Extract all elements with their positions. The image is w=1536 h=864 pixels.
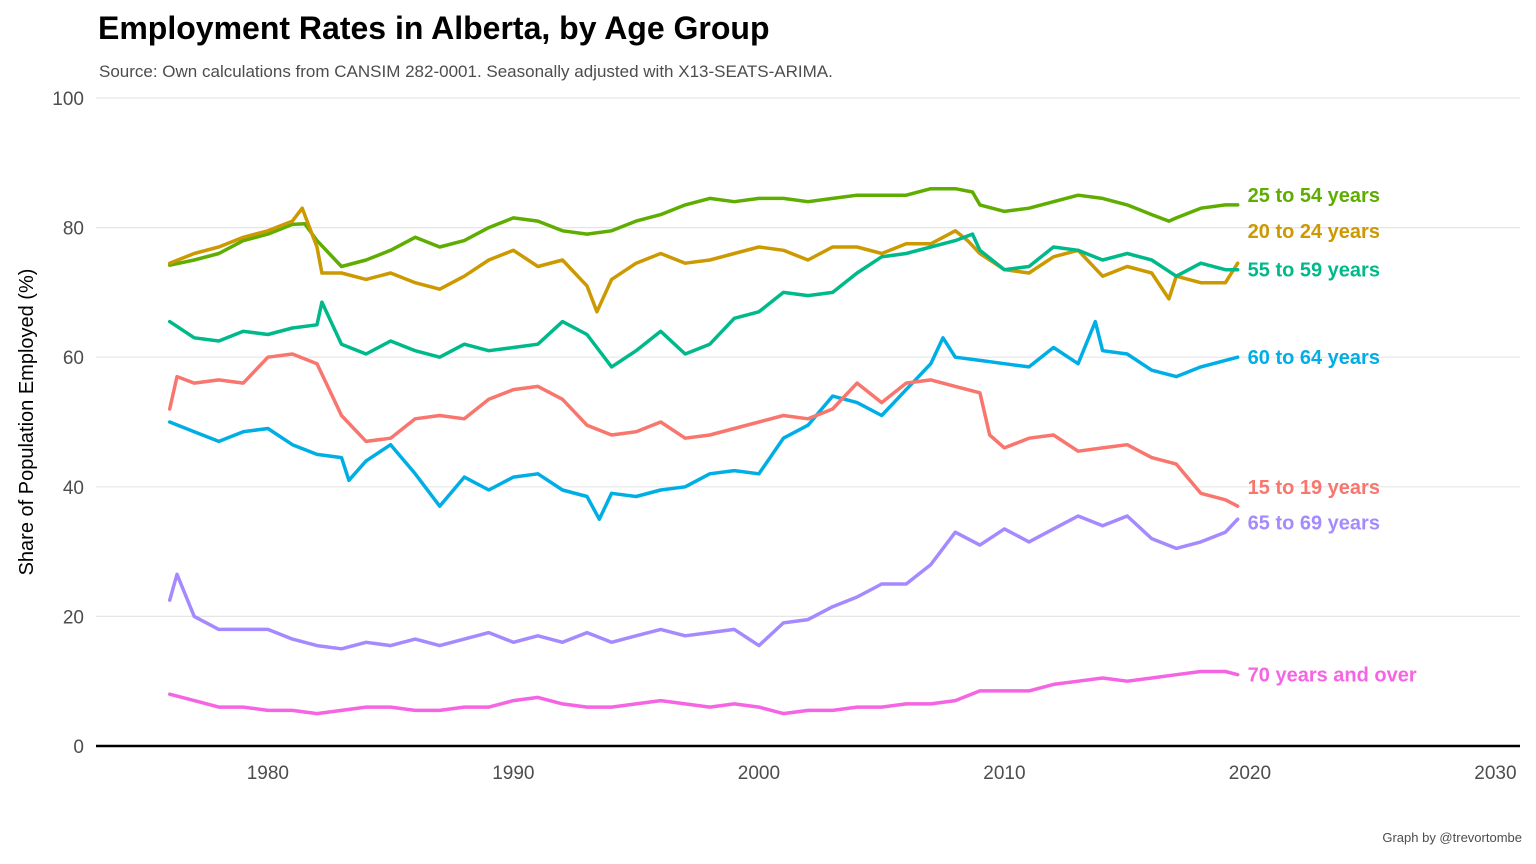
series-line-65-to-69-years xyxy=(167,514,1240,651)
y-tick-label-60: 60 xyxy=(63,348,84,369)
chart-subtitle: Source: Own calculations from CANSIM 282… xyxy=(99,62,833,81)
series-line-15-to-19-years xyxy=(167,352,1240,508)
x-tick-label-1980: 1980 xyxy=(247,763,289,784)
y-tick-label-40: 40 xyxy=(63,478,84,499)
series-line-60-to-64-years xyxy=(167,319,1240,521)
series-line-70-years-and-over xyxy=(167,669,1240,716)
y-tick-label-20: 20 xyxy=(63,607,84,628)
y-tick-label-0: 0 xyxy=(73,737,84,758)
series-label-65-to-69-years: 65 to 69 years xyxy=(1248,512,1380,534)
series-label-15-to-19-years: 15 to 19 years xyxy=(1248,477,1380,499)
series-label-55-to-59-years: 55 to 59 years xyxy=(1248,260,1380,282)
tick-labels: 0 20 40 60 80 100 1980 1990 2000 2010 2020 2030 xyxy=(52,89,1516,784)
y-tick-label-80: 80 xyxy=(63,219,84,240)
series-label-20-to-24-years: 20 to 24 years xyxy=(1248,221,1380,243)
series-label-25-to-54-years: 25 to 54 years xyxy=(1248,185,1380,207)
series-line-20-to-24-years xyxy=(167,206,1240,314)
x-tick-label-2020: 2020 xyxy=(1229,763,1271,784)
series-lines xyxy=(167,186,1240,716)
y-axis-title: Share of Population Employed (%) xyxy=(16,269,38,576)
y-tick-label-100: 100 xyxy=(52,89,84,110)
series-label-60-to-64-years: 60 to 64 years xyxy=(1248,347,1380,369)
series-line-25-to-54-years xyxy=(167,186,1240,269)
series-line-55-to-59-years xyxy=(167,232,1240,369)
graph-credit: Graph by @trevortombe xyxy=(1382,830,1522,845)
series-label-70-years-and-over: 70 years and over xyxy=(1248,665,1417,687)
x-tick-label-2030: 2030 xyxy=(1474,763,1516,784)
gridlines xyxy=(96,97,1520,618)
x-tick-label-2000: 2000 xyxy=(738,763,780,784)
chart-title: Employment Rates in Alberta, by Age Grou… xyxy=(98,10,770,46)
x-tick-label-2010: 2010 xyxy=(983,763,1025,784)
x-tick-label-1990: 1990 xyxy=(492,763,534,784)
series-labels: 25 to 54 years 20 to 24 years 55 to 59 yea… xyxy=(1248,185,1417,687)
